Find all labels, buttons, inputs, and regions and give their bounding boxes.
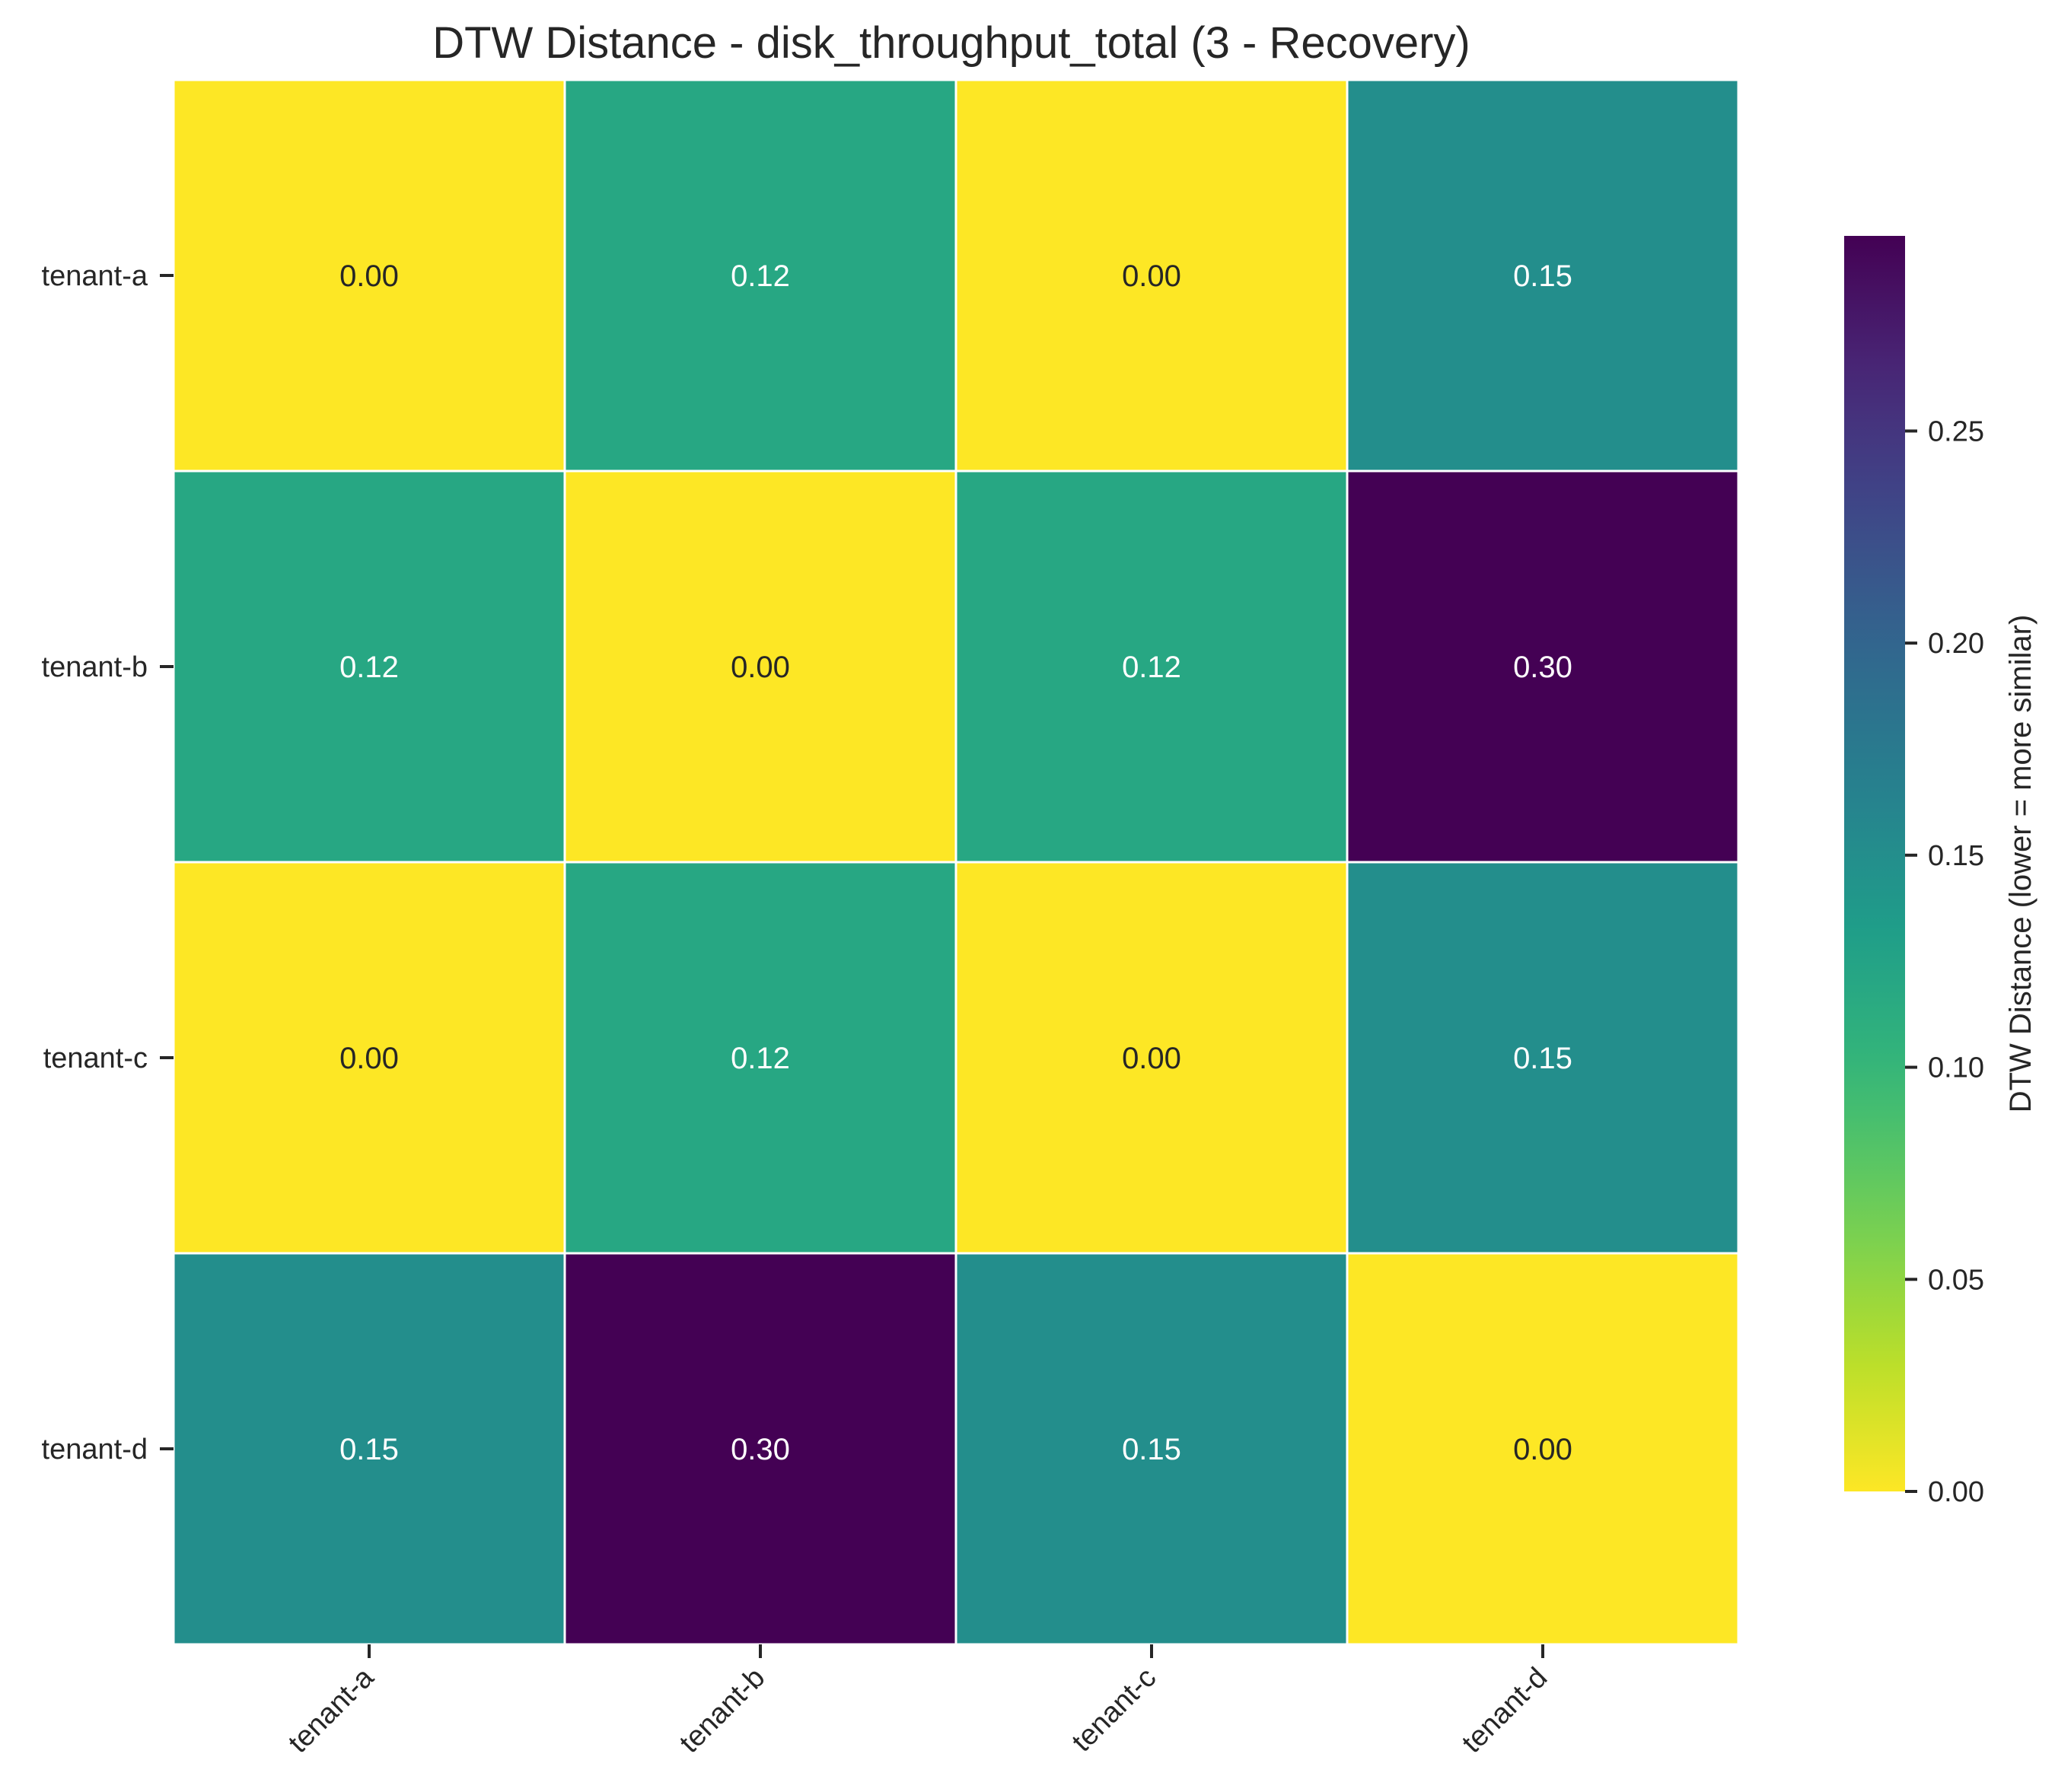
colorbar-gradient	[1844, 236, 1905, 1491]
cell-value-label: 0.30	[1513, 651, 1572, 684]
x-tick-label: tenant-d	[1456, 1662, 1553, 1759]
colorbar: 0.00 0.05 0.10 0.15 0.20 0.25 DTW Distance (lo…	[1844, 236, 2037, 1508]
heatmap-cell-tenant-d-tenant-d	[1346, 1252, 1740, 1646]
cell-value-label: 0.00	[339, 1042, 399, 1075]
colorbar-tick-label: 0.10	[1928, 1052, 1984, 1084]
colorbar-tick-label: 0.25	[1928, 415, 1984, 447]
heatmap-cell-tenant-a-tenant-a	[172, 78, 566, 473]
x-tick-label: tenant-c	[1066, 1662, 1163, 1759]
cell-value-label: 0.15	[1513, 259, 1572, 293]
chart-title: DTW Distance - disk_throughput_total (3 …	[432, 18, 1470, 68]
heatmap-cell-tenant-a-tenant-b	[563, 78, 957, 473]
cell-value-label: 0.15	[1513, 1042, 1572, 1075]
cell-value-label: 0.12	[1122, 651, 1181, 684]
heatmap-cell-tenant-d-tenant-a	[172, 1252, 566, 1646]
x-axis: tenant-a tenant-b tenant-c tenant-d	[282, 1644, 1553, 1759]
cell-value-label: 0.15	[339, 1433, 399, 1466]
cell-value-label: 0.00	[339, 259, 399, 293]
y-axis: tenant-a tenant-b tenant-c tenant-d	[42, 260, 174, 1466]
cell-value-label: 0.12	[731, 1042, 790, 1075]
y-tick-label: tenant-c	[43, 1042, 148, 1074]
x-tick-label: tenant-b	[674, 1662, 771, 1759]
cell-value-label: 0.00	[1122, 259, 1181, 293]
heatmap-cells	[172, 78, 1740, 1646]
cell-value-label: 0.00	[1122, 1042, 1181, 1075]
cell-value-label: 0.15	[1122, 1433, 1181, 1466]
colorbar-tick-label: 0.20	[1928, 628, 1984, 660]
cell-value-label: 0.30	[731, 1433, 790, 1466]
heatmap-cell-tenant-b-tenant-a	[172, 469, 566, 864]
colorbar-tick-label: 0.05	[1928, 1264, 1984, 1296]
heatmap-cell-tenant-d-tenant-b	[563, 1252, 957, 1646]
y-tick-label: tenant-a	[42, 260, 148, 292]
cell-value-label: 0.12	[731, 259, 790, 293]
y-tick-label: tenant-d	[42, 1434, 148, 1466]
cell-value-labels: 0.00 0.12 0.00 0.15 0.12 0.00 0.12 0.30 0.00 0.12…	[339, 259, 1572, 1466]
colorbar-tick-label: 0.00	[1928, 1476, 1984, 1508]
heatmap-cell-tenant-b-tenant-d	[1346, 469, 1740, 864]
colorbar-tick-label: 0.15	[1928, 840, 1984, 872]
heatmap-cell-tenant-b-tenant-b	[563, 469, 957, 864]
cell-value-label: 0.00	[731, 651, 790, 684]
x-tick-label: tenant-a	[282, 1661, 381, 1759]
cell-value-label: 0.12	[339, 651, 399, 684]
heatmap-cell-tenant-c-tenant-d	[1346, 861, 1740, 1255]
heatmap-cell-tenant-d-tenant-c	[954, 1252, 1349, 1646]
cell-value-label: 0.00	[1513, 1433, 1572, 1466]
heatmap-cell-tenant-c-tenant-b	[563, 861, 957, 1255]
heatmap-cell-tenant-b-tenant-c	[954, 469, 1349, 864]
heatmap-cell-tenant-a-tenant-c	[954, 78, 1349, 473]
colorbar-label: DTW Distance (lower = more similar)	[2004, 615, 2037, 1113]
y-tick-label: tenant-b	[42, 651, 148, 683]
heatmap-cell-tenant-a-tenant-d	[1346, 78, 1740, 473]
